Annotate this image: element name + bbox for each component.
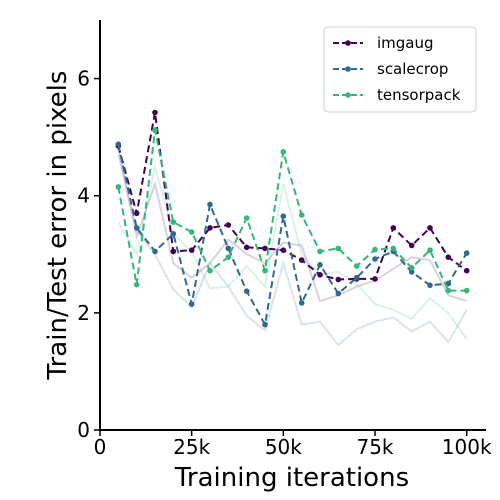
data-point-scalecrop-14 [372, 256, 378, 262]
x-axis-title: Training iterations [174, 463, 409, 493]
data-point-imgaug-10 [298, 257, 305, 263]
data-point-imgaug-12 [335, 276, 342, 283]
data-point-imgaug-5 [207, 225, 213, 231]
legend-box [323, 26, 477, 113]
legend-label-imgaug: imgaug [377, 34, 434, 52]
data-point-scalecrop-12 [335, 290, 342, 297]
faint-series-line-2 [117, 166, 468, 340]
faint-series-line-0 [117, 148, 468, 303]
axes-layer [99, 20, 486, 431]
data-point-imgaug-7 [243, 244, 250, 251]
data-point-tensorpack-1 [133, 281, 140, 288]
data-point-imgaug-4 [188, 247, 195, 253]
data-point-scalecrop-16 [408, 269, 415, 275]
data-point-scalecrop-17 [427, 282, 433, 289]
data-point-scalecrop-13 [353, 274, 360, 281]
data-point-tensorpack-14 [372, 246, 378, 253]
legend-marker-scalecrop [345, 66, 351, 72]
series-scalecrop [115, 141, 470, 328]
data-point-imgaug-8 [262, 245, 268, 252]
data-point-tensorpack-11 [317, 248, 323, 255]
series-layer [115, 109, 470, 328]
data-point-scalecrop-7 [243, 288, 250, 295]
data-point-tensorpack-3 [170, 219, 177, 225]
y-tick-label: 2 [77, 301, 90, 325]
faint-series-layer [117, 148, 468, 347]
legend-marker-tensorpack [345, 92, 351, 98]
data-point-tensorpack-6 [225, 254, 232, 260]
data-point-tensorpack-16 [408, 265, 415, 271]
y-tick-label: 4 [77, 184, 90, 208]
data-point-scalecrop-9 [280, 213, 287, 219]
data-point-imgaug-6 [225, 222, 232, 228]
data-point-scalecrop-18 [445, 280, 452, 287]
x-tick-label: 75k [356, 435, 393, 459]
legend-label-tensorpack: tensorpack [377, 86, 461, 104]
data-point-tensorpack-19 [463, 287, 470, 294]
data-point-tensorpack-8 [262, 267, 268, 274]
data-point-tensorpack-9 [280, 149, 287, 155]
data-point-imgaug-17 [427, 225, 433, 231]
data-point-imgaug-18 [445, 254, 452, 260]
data-point-tensorpack-13 [353, 263, 360, 269]
data-point-imgaug-3 [170, 248, 177, 255]
data-point-tensorpack-10 [298, 212, 305, 218]
y-axis-title: Train/Test error in pixels [43, 71, 73, 381]
data-point-tensorpack-15 [390, 245, 397, 252]
legend: imgaug scalecrop tensorpack [323, 26, 477, 113]
data-point-imgaug-11 [317, 272, 323, 278]
data-point-imgaug-2 [152, 109, 158, 116]
data-point-imgaug-15 [390, 225, 397, 231]
series-line-scalecrop [117, 143, 468, 328]
data-point-tensorpack-18 [445, 287, 452, 294]
y-tick-label: 0 [77, 418, 90, 442]
data-point-scalecrop-4 [188, 301, 195, 307]
data-point-scalecrop-2 [152, 248, 158, 255]
x-tick-label: 50k [265, 435, 302, 459]
y-tick-label: 6 [77, 67, 90, 91]
data-point-tensorpack-0 [115, 184, 122, 190]
series-line-tensorpack [117, 129, 467, 292]
data-point-scalecrop-5 [207, 201, 213, 208]
legend-label-scalecrop: scalecrop [377, 60, 448, 78]
legend-marker-imgaug [345, 40, 351, 46]
data-point-scalecrop-8 [262, 321, 268, 328]
data-point-imgaug-1 [133, 210, 140, 217]
data-point-imgaug-14 [372, 276, 378, 282]
data-point-imgaug-16 [408, 242, 415, 249]
faint-series-line-1 [117, 154, 468, 347]
data-point-scalecrop-0 [115, 141, 122, 147]
data-point-scalecrop-6 [225, 245, 232, 252]
data-point-scalecrop-10 [298, 300, 305, 306]
x-tick-label: 25k [173, 435, 210, 459]
data-point-tensorpack-7 [243, 215, 250, 221]
ticks-layer: 0 25k 50k 75k 100k 0 2 4 6 [77, 67, 492, 459]
x-tick-label: 0 [94, 435, 107, 459]
data-point-imgaug-9 [280, 247, 287, 253]
series-tensorpack [115, 127, 470, 294]
data-point-scalecrop-11 [317, 262, 323, 268]
data-point-tensorpack-12 [335, 245, 342, 252]
data-point-tensorpack-2 [152, 127, 158, 133]
x-tick-label: 100k [442, 435, 492, 459]
data-point-imgaug-19 [463, 267, 470, 274]
data-point-scalecrop-1 [133, 225, 140, 231]
data-point-scalecrop-3 [170, 231, 177, 237]
data-point-scalecrop-19 [463, 250, 470, 256]
data-point-tensorpack-17 [427, 247, 433, 253]
data-point-tensorpack-5 [207, 267, 213, 274]
data-point-tensorpack-4 [188, 229, 195, 235]
